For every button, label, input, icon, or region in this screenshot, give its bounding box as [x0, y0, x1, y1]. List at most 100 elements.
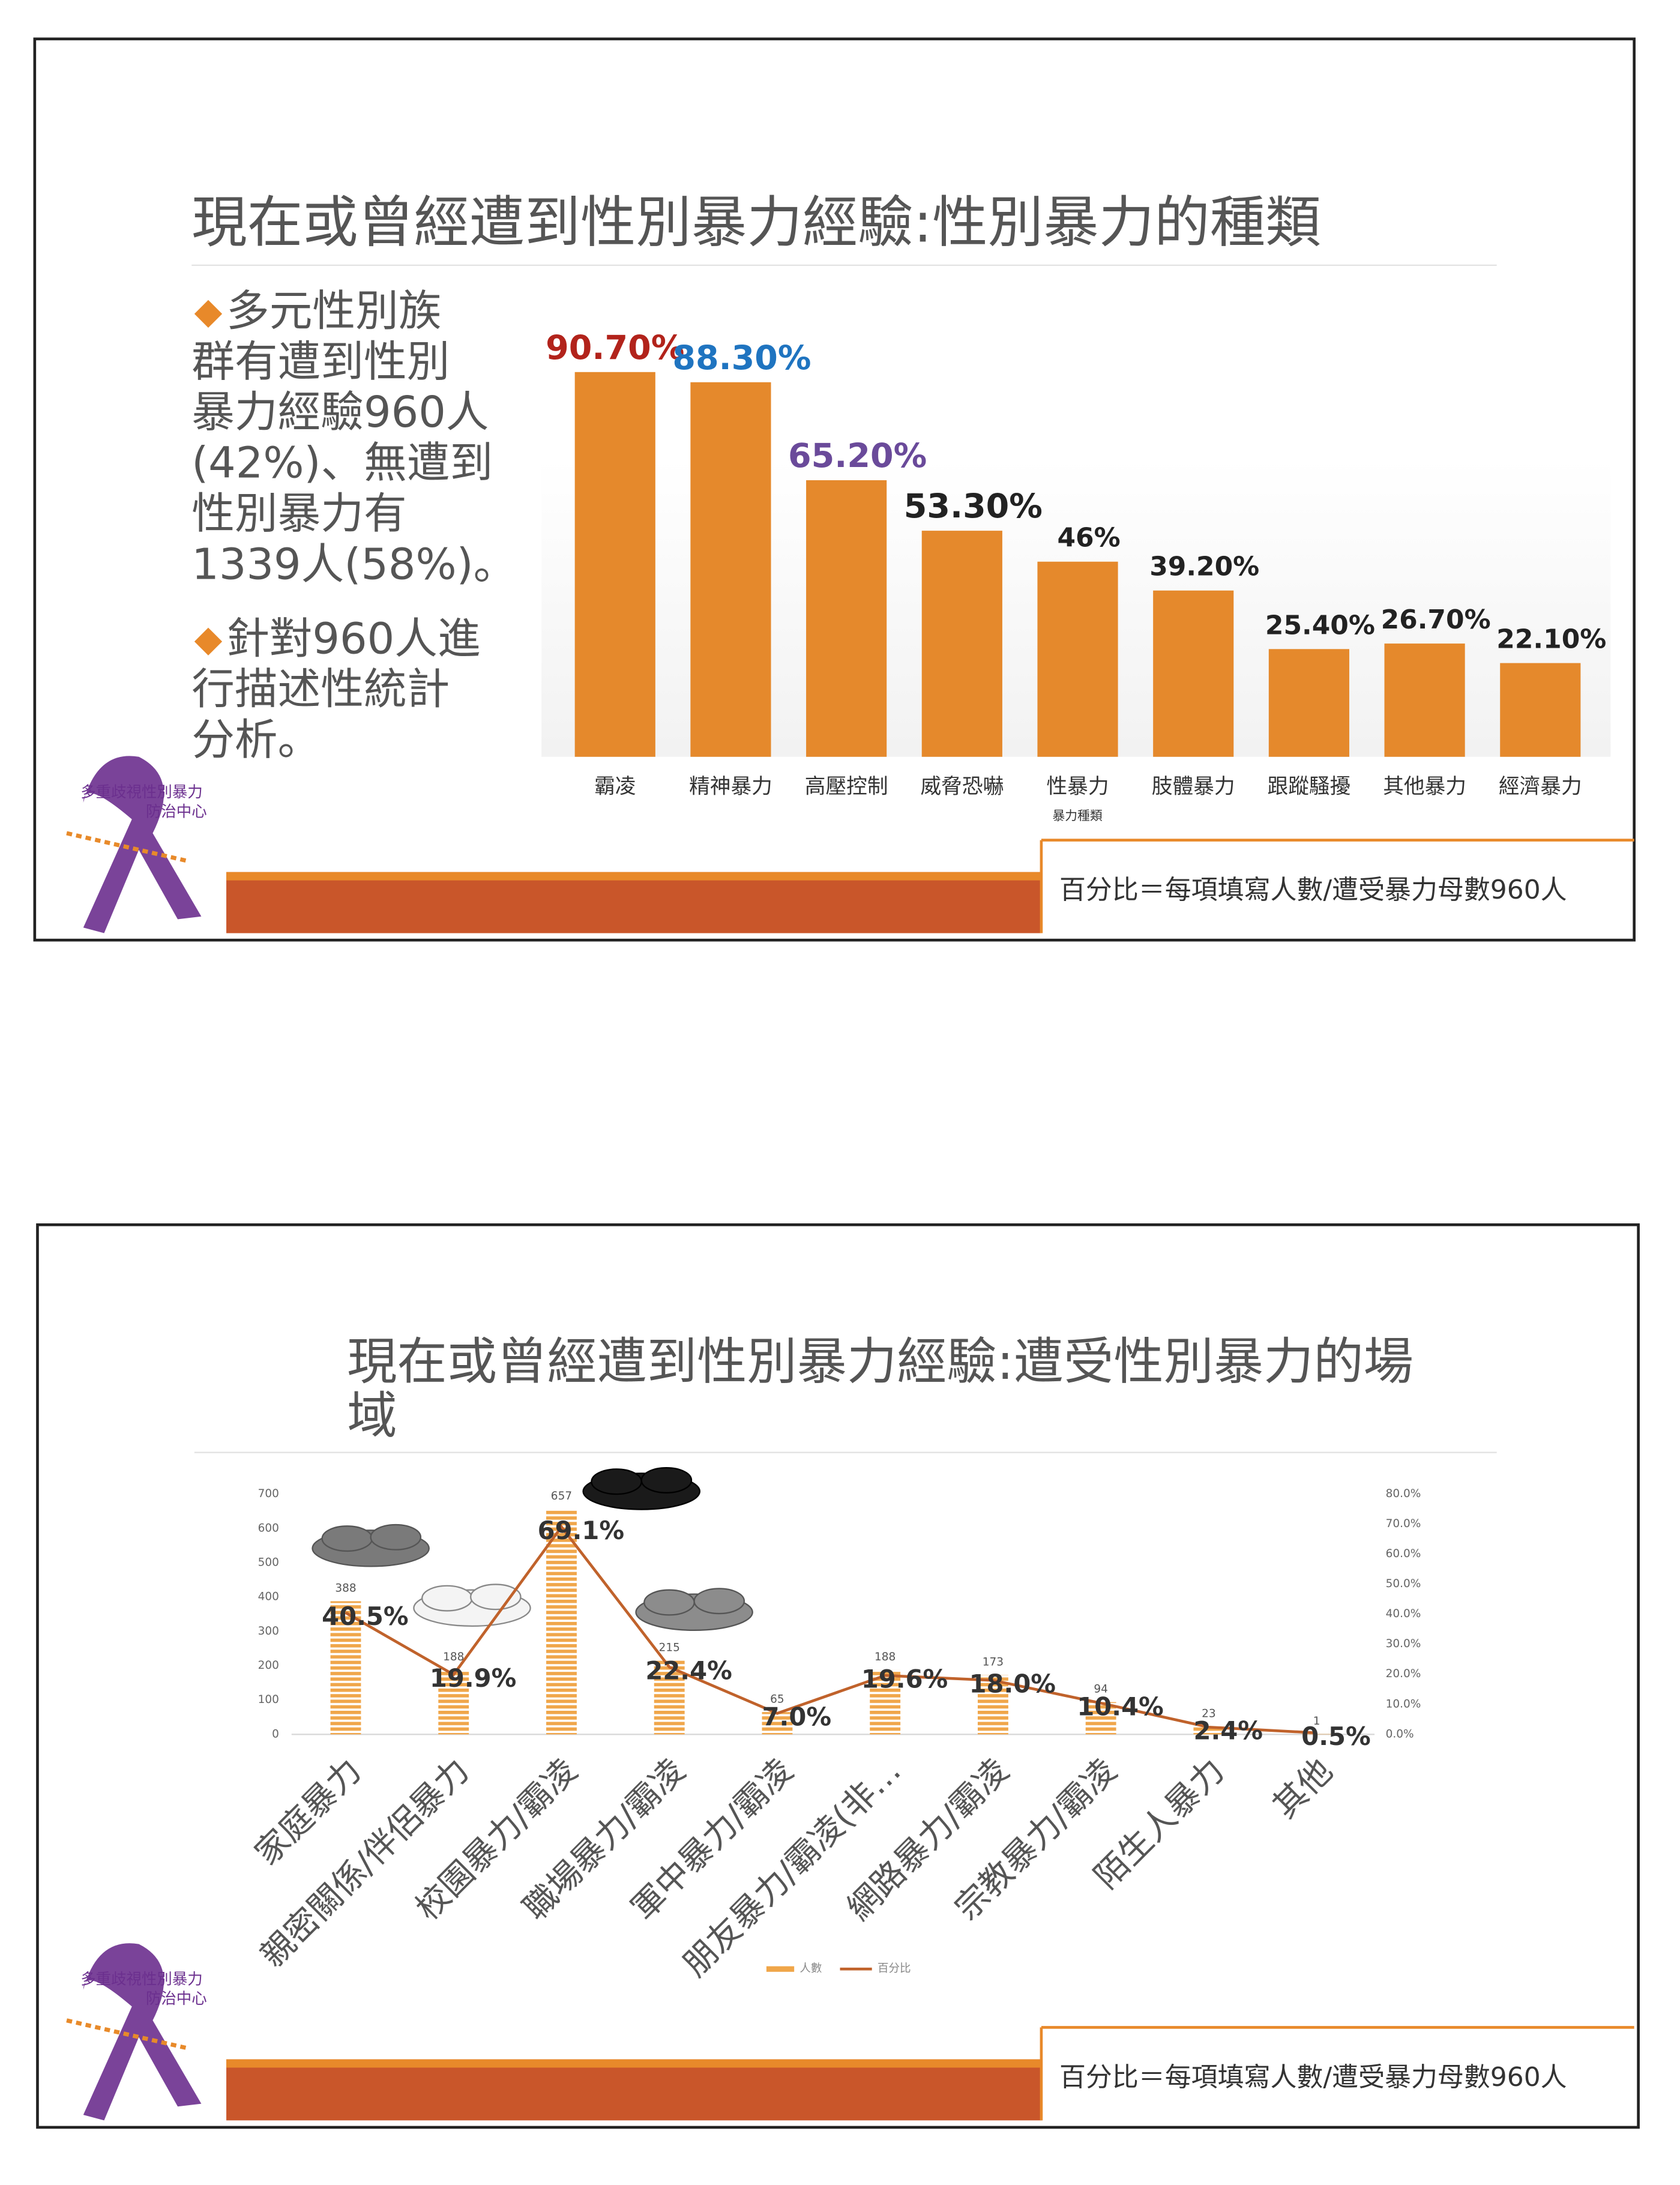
slide-frame — [36, 1223, 1640, 2129]
bar-value-label: 94 — [1094, 1683, 1108, 1696]
value-label: 90.70% — [546, 328, 684, 367]
x-tick-label: 肢體暴力 — [1152, 775, 1235, 799]
value-label: 46% — [1057, 523, 1120, 553]
bar — [1384, 643, 1465, 757]
footer-stripe — [226, 872, 1041, 881]
chart-title: 域 — [347, 1387, 397, 1445]
y2-tick-label: 20.0% — [1386, 1668, 1421, 1680]
clouds — [312, 1466, 753, 1631]
bar — [921, 531, 1002, 757]
value-label: 65.20% — [788, 436, 927, 475]
y-tick-label: 200 — [258, 1659, 279, 1672]
x-tick-label: 高壓控制 — [805, 775, 888, 799]
bar — [690, 382, 771, 757]
chart-title: 現在或曾經遭到性別暴力經驗:遭受性別暴力的場 — [347, 1333, 1414, 1391]
bar — [762, 1712, 793, 1735]
footer-bar — [226, 2059, 1041, 2121]
y-tick-label: 400 — [258, 1591, 279, 1603]
bar — [1037, 561, 1118, 757]
logo-ribbon — [83, 1943, 202, 2121]
y2-tick-label: 70.0% — [1386, 1517, 1421, 1530]
logo-people — [66, 831, 188, 863]
x-tick-label: 精神暴力 — [689, 775, 772, 799]
bar — [1301, 1734, 1332, 1735]
logo-text: 多重歧視性別暴力 — [80, 1970, 203, 1988]
bar-value-label: 23 — [1202, 1707, 1216, 1720]
line-value-label: 19.9% — [430, 1663, 516, 1693]
bullet-text: 分析。 — [191, 714, 321, 765]
bar — [1153, 590, 1234, 757]
x-tick-label: 經濟暴力 — [1499, 775, 1582, 799]
y-tick-label: 100 — [258, 1693, 279, 1706]
y-tick-label: 600 — [258, 1522, 279, 1534]
bullet-text: 多元性別族 — [226, 285, 441, 336]
bar — [806, 480, 887, 757]
bullet-text: (42%)、無遭到 — [191, 438, 493, 488]
y2-tick-label: 60.0% — [1386, 1548, 1421, 1560]
bar — [330, 1601, 361, 1735]
x-tick-label: 跟蹤騷擾 — [1268, 775, 1351, 799]
bar-value-label: 173 — [983, 1656, 1004, 1669]
bar-value-label: 388 — [335, 1582, 356, 1595]
logo-text: 防治中心 — [146, 802, 207, 820]
bar — [1085, 1702, 1116, 1735]
bar — [546, 1508, 577, 1735]
y-tick-label: 700 — [258, 1487, 279, 1500]
bar — [977, 1675, 1008, 1735]
bullet-text: 1339人(58%)。 — [191, 539, 516, 589]
line-value-label: 10.4% — [1077, 1692, 1163, 1722]
y2-tick-label: 30.0% — [1386, 1638, 1421, 1650]
chart-title: 現在或曾經遭到性別暴力經驗:性別暴力的種類 — [191, 190, 1320, 255]
x-axis-label: 暴力種類 — [1052, 809, 1102, 823]
value-label: 53.30% — [904, 487, 1043, 526]
value-label: 25.40% — [1265, 610, 1375, 640]
bar — [1268, 649, 1349, 757]
bullet-text: 針對960人進 — [226, 613, 481, 663]
y-tick-label: 500 — [258, 1556, 279, 1569]
bar-value-label: 215 — [659, 1642, 680, 1654]
value-label: 39.20% — [1149, 552, 1259, 582]
bar-value-label: 188 — [875, 1651, 896, 1663]
footnote: 百分比＝每項填寫人數/遭受暴力母數960人 — [1059, 875, 1567, 905]
bullet-text: 群有遭到性別 — [191, 336, 450, 387]
line-value-label: 7.0% — [762, 1702, 831, 1732]
logo-text: 防治中心 — [146, 1989, 207, 2007]
bullet-text: 行描述性統計 — [191, 664, 450, 714]
logo-people — [66, 2018, 188, 2051]
line-value-label: 2.4% — [1194, 1716, 1263, 1746]
y2-tick-label: 10.0% — [1386, 1698, 1421, 1710]
y2-tick-label: 0.0% — [1386, 1728, 1414, 1740]
value-label: 22.10% — [1496, 624, 1606, 655]
x-tick-label: 霸凌 — [594, 775, 636, 799]
bar-value-label: 188 — [443, 1651, 464, 1663]
x-tick-label: 威脅恐嚇 — [920, 775, 1004, 799]
line-value-label: 22.4% — [645, 1656, 732, 1685]
line-value-label: 19.6% — [861, 1664, 948, 1693]
bar — [870, 1669, 901, 1735]
bar-value-label: 65 — [770, 1693, 784, 1705]
footer-bar — [226, 872, 1041, 933]
value-label: 88.30% — [672, 339, 811, 378]
value-label: 26.70% — [1381, 604, 1491, 635]
footer-stripe — [226, 2059, 1041, 2068]
y2-tick-label: 80.0% — [1386, 1487, 1421, 1500]
x-tick-label: 性暴力 — [1046, 775, 1109, 799]
bar — [1500, 663, 1581, 757]
bar — [574, 372, 655, 757]
y-tick-label: 0 — [272, 1728, 279, 1740]
bar-value-label: 1 — [1313, 1715, 1320, 1728]
footnote: 百分比＝每項填寫人數/遭受暴力母數960人 — [1059, 2062, 1567, 2093]
y2-tick-label: 40.0% — [1386, 1608, 1421, 1620]
legend-swatch — [766, 1966, 795, 1972]
y-tick-label: 300 — [258, 1625, 279, 1638]
logo-ribbon — [83, 756, 202, 933]
line-value-label: 69.1% — [538, 1516, 624, 1545]
x-tick-label: 其他暴力 — [1383, 775, 1466, 799]
bar — [438, 1669, 469, 1735]
bullet-text: 暴力經驗960人 — [191, 387, 489, 437]
line-series — [345, 1524, 1317, 1735]
line-value-label: 18.0% — [969, 1669, 1056, 1698]
line-value-label: 0.5% — [1301, 1722, 1370, 1751]
y2-tick-label: 50.0% — [1386, 1578, 1421, 1590]
